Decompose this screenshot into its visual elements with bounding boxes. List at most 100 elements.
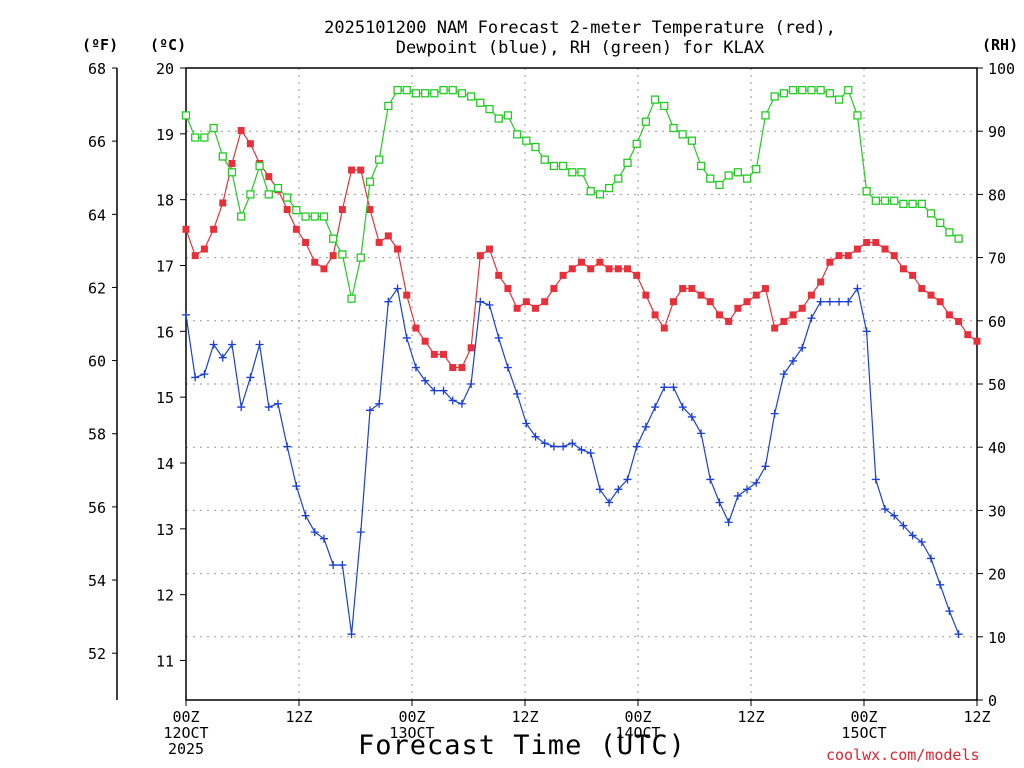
x-tick-label: 00Z bbox=[172, 708, 199, 726]
rh-point bbox=[733, 168, 743, 177]
rh-point bbox=[614, 174, 623, 183]
rh-point bbox=[577, 168, 586, 177]
dewpoint-point bbox=[641, 422, 650, 431]
temperature-point bbox=[513, 304, 521, 312]
temperature-point bbox=[734, 304, 742, 312]
rh-point bbox=[439, 85, 448, 95]
temperature-point bbox=[936, 298, 944, 306]
dewpoint-point bbox=[936, 580, 945, 589]
credit-link[interactable]: coolwx.com/models bbox=[826, 746, 980, 764]
temperature-point bbox=[366, 206, 374, 214]
rh-point bbox=[531, 142, 540, 152]
rh-tick-label: 90 bbox=[988, 123, 1006, 141]
celsius-unit-label: (ºC) bbox=[150, 36, 187, 54]
dewpoint-point bbox=[816, 297, 825, 306]
celsius-tick-label: 16 bbox=[156, 323, 174, 341]
temperature-point bbox=[614, 265, 622, 273]
x-tick-label: 12Z bbox=[511, 708, 538, 726]
dewpoint-point bbox=[467, 380, 476, 388]
dewpoint-point bbox=[393, 284, 402, 293]
rh-tick-label: 30 bbox=[988, 502, 1006, 520]
rh-point bbox=[650, 95, 660, 104]
temperature-point bbox=[430, 350, 438, 358]
rh-point bbox=[375, 155, 384, 164]
celsius-tick-label: 12 bbox=[156, 587, 174, 605]
dewpoint-point bbox=[945, 607, 954, 616]
temperature-point bbox=[715, 311, 723, 319]
dewpoint-point bbox=[531, 432, 540, 441]
temperature-point bbox=[467, 344, 475, 352]
temperature-point bbox=[458, 364, 466, 372]
temperature-point bbox=[826, 258, 834, 266]
dewpoint-point bbox=[733, 491, 742, 500]
temperature-point bbox=[596, 258, 604, 266]
rh-point bbox=[430, 89, 439, 98]
temperature-point bbox=[191, 252, 199, 260]
dewpoint-point bbox=[927, 554, 936, 563]
dewpoint-point bbox=[844, 297, 853, 306]
temperature-point bbox=[872, 238, 880, 246]
rh-tick-label: 70 bbox=[988, 250, 1006, 268]
temperature-point bbox=[357, 166, 365, 174]
temperature-point bbox=[292, 225, 300, 233]
dewpoint-point bbox=[522, 419, 531, 428]
temperature-point bbox=[725, 317, 733, 325]
rh-point bbox=[246, 190, 255, 199]
rh-point bbox=[568, 168, 577, 177]
rh-point bbox=[273, 183, 283, 193]
dewpoint-point bbox=[706, 475, 715, 484]
dewpoint-point bbox=[908, 531, 917, 540]
temperature-point bbox=[807, 291, 815, 299]
temperature-point bbox=[771, 324, 779, 332]
rh-point bbox=[641, 117, 651, 126]
chart-title-line2: Dewpoint (blue), RH (green) for KLAX bbox=[395, 38, 765, 58]
dewpoint-point bbox=[697, 429, 706, 438]
rh-tick-label: 10 bbox=[988, 629, 1006, 647]
dewpoint-point bbox=[237, 403, 246, 412]
temperature-point bbox=[955, 317, 963, 325]
dewpoint-point bbox=[209, 340, 218, 349]
rh-point bbox=[540, 155, 549, 164]
rh-point bbox=[191, 133, 200, 142]
temperature-point bbox=[320, 265, 328, 273]
rh-point bbox=[853, 111, 862, 120]
temperature-point bbox=[384, 232, 392, 240]
dewpoint-point bbox=[301, 511, 310, 520]
rh-point bbox=[779, 89, 788, 98]
dewpoint-point bbox=[384, 297, 393, 306]
temperature-point bbox=[651, 311, 659, 319]
temperature-point bbox=[449, 364, 457, 372]
dewpoint-point bbox=[715, 498, 724, 507]
rh-point bbox=[558, 161, 568, 171]
dewpoint-point bbox=[218, 353, 227, 362]
dewpoint-point bbox=[798, 343, 807, 352]
celsius-tick-label: 15 bbox=[156, 389, 174, 407]
rh-point bbox=[844, 85, 853, 95]
temperature-point bbox=[909, 271, 917, 279]
x-tick-label: 14OCT bbox=[615, 724, 660, 742]
rh-tick-label: 60 bbox=[988, 313, 1006, 331]
rh-unit-label: (RH) bbox=[982, 36, 1019, 54]
dewpoint-point bbox=[356, 528, 365, 537]
temperature-point bbox=[964, 331, 972, 339]
temperature-point bbox=[660, 324, 668, 332]
temperature-point bbox=[743, 298, 751, 306]
dewpoint-point bbox=[365, 406, 374, 415]
temperature-point bbox=[200, 245, 208, 253]
temperature-point bbox=[817, 278, 825, 286]
dewpoint-point bbox=[678, 403, 687, 412]
dewpoint-point bbox=[954, 630, 963, 639]
temperature-point bbox=[476, 252, 484, 260]
dewpoint-point bbox=[577, 445, 586, 454]
dewpoint-point bbox=[485, 301, 494, 309]
rh-point bbox=[678, 130, 687, 139]
fahrenheit-tick-label: 66 bbox=[88, 133, 106, 151]
temperature-point bbox=[752, 291, 760, 299]
dewpoint-point bbox=[292, 482, 301, 491]
dewpoint-point bbox=[457, 399, 466, 408]
rh-point bbox=[365, 177, 375, 186]
rh-point bbox=[393, 85, 402, 95]
dewpoint-point bbox=[743, 485, 752, 494]
temperature-point bbox=[403, 291, 411, 299]
dewpoint-point bbox=[476, 297, 485, 306]
